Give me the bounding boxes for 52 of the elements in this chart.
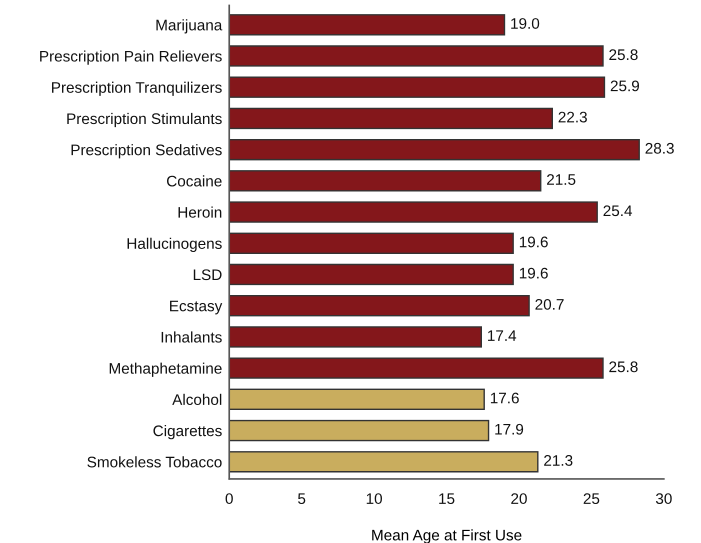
x-tick-label: 5 [298,493,306,504]
data-label: 19.6 [520,268,548,279]
y-tick-label: Cigarettes [153,425,222,440]
y-tick-label: Heroin [178,206,222,218]
data-label: 25.9 [610,80,640,92]
data-label: 25.8 [609,49,638,60]
y-tick-label: Inhalants [162,331,222,343]
bar [229,14,506,36]
y-tick-label: Methaphetamine [110,362,222,377]
data-label: 20.7 [535,298,564,310]
x-tick-label: 25 [584,493,600,504]
bar [229,232,514,254]
bar [229,76,606,98]
x-tick-label: 10 [366,493,382,504]
y-tick-label: Prescription Stimulants [67,112,222,128]
y-tick-label: Prescription Tranquilizers [52,82,222,96]
bar [229,170,542,192]
x-tick-label: 0 [226,493,233,504]
x-tick-label: 20 [511,493,527,504]
data-label: 17.4 [488,330,516,341]
bar [229,420,490,442]
x-tick-label: 30 [656,493,672,504]
data-label: 19.6 [520,236,548,248]
data-label: 25.4 [604,205,632,216]
data-label: 17.9 [495,424,524,435]
data-label: 17.6 [490,392,519,404]
y-tick-label: Prescription Sedatives [72,144,222,158]
y-tick-label: Alcohol [172,394,222,406]
y-tick-label: Hallucinogens [128,238,222,252]
bar [229,357,604,379]
data-label: 19.0 [511,18,540,29]
bar [229,388,485,410]
bar [229,108,553,130]
y-tick-label: Cocaine [167,175,222,187]
data-label: 21.5 [547,174,576,185]
y-tick-label: Prescription Pain Relievers [40,50,222,65]
data-label: 22.3 [558,112,587,123]
bar [229,201,598,223]
y-tick-label: Ecstasy [170,300,222,314]
bar [229,326,482,348]
bar [229,451,538,472]
y-tick-label: Smokeless Tobacco [87,456,222,468]
y-tick-label: Marijuana [156,19,222,34]
bar [229,264,514,286]
x-tick-label: 15 [439,493,454,504]
y-tick-label: LSD [194,269,222,280]
bar [229,45,604,67]
data-label: 21.3 [544,455,572,466]
data-label: 25.8 [609,361,638,372]
bar [229,138,640,160]
data-label: 28.3 [646,142,674,154]
bar [229,295,530,316]
